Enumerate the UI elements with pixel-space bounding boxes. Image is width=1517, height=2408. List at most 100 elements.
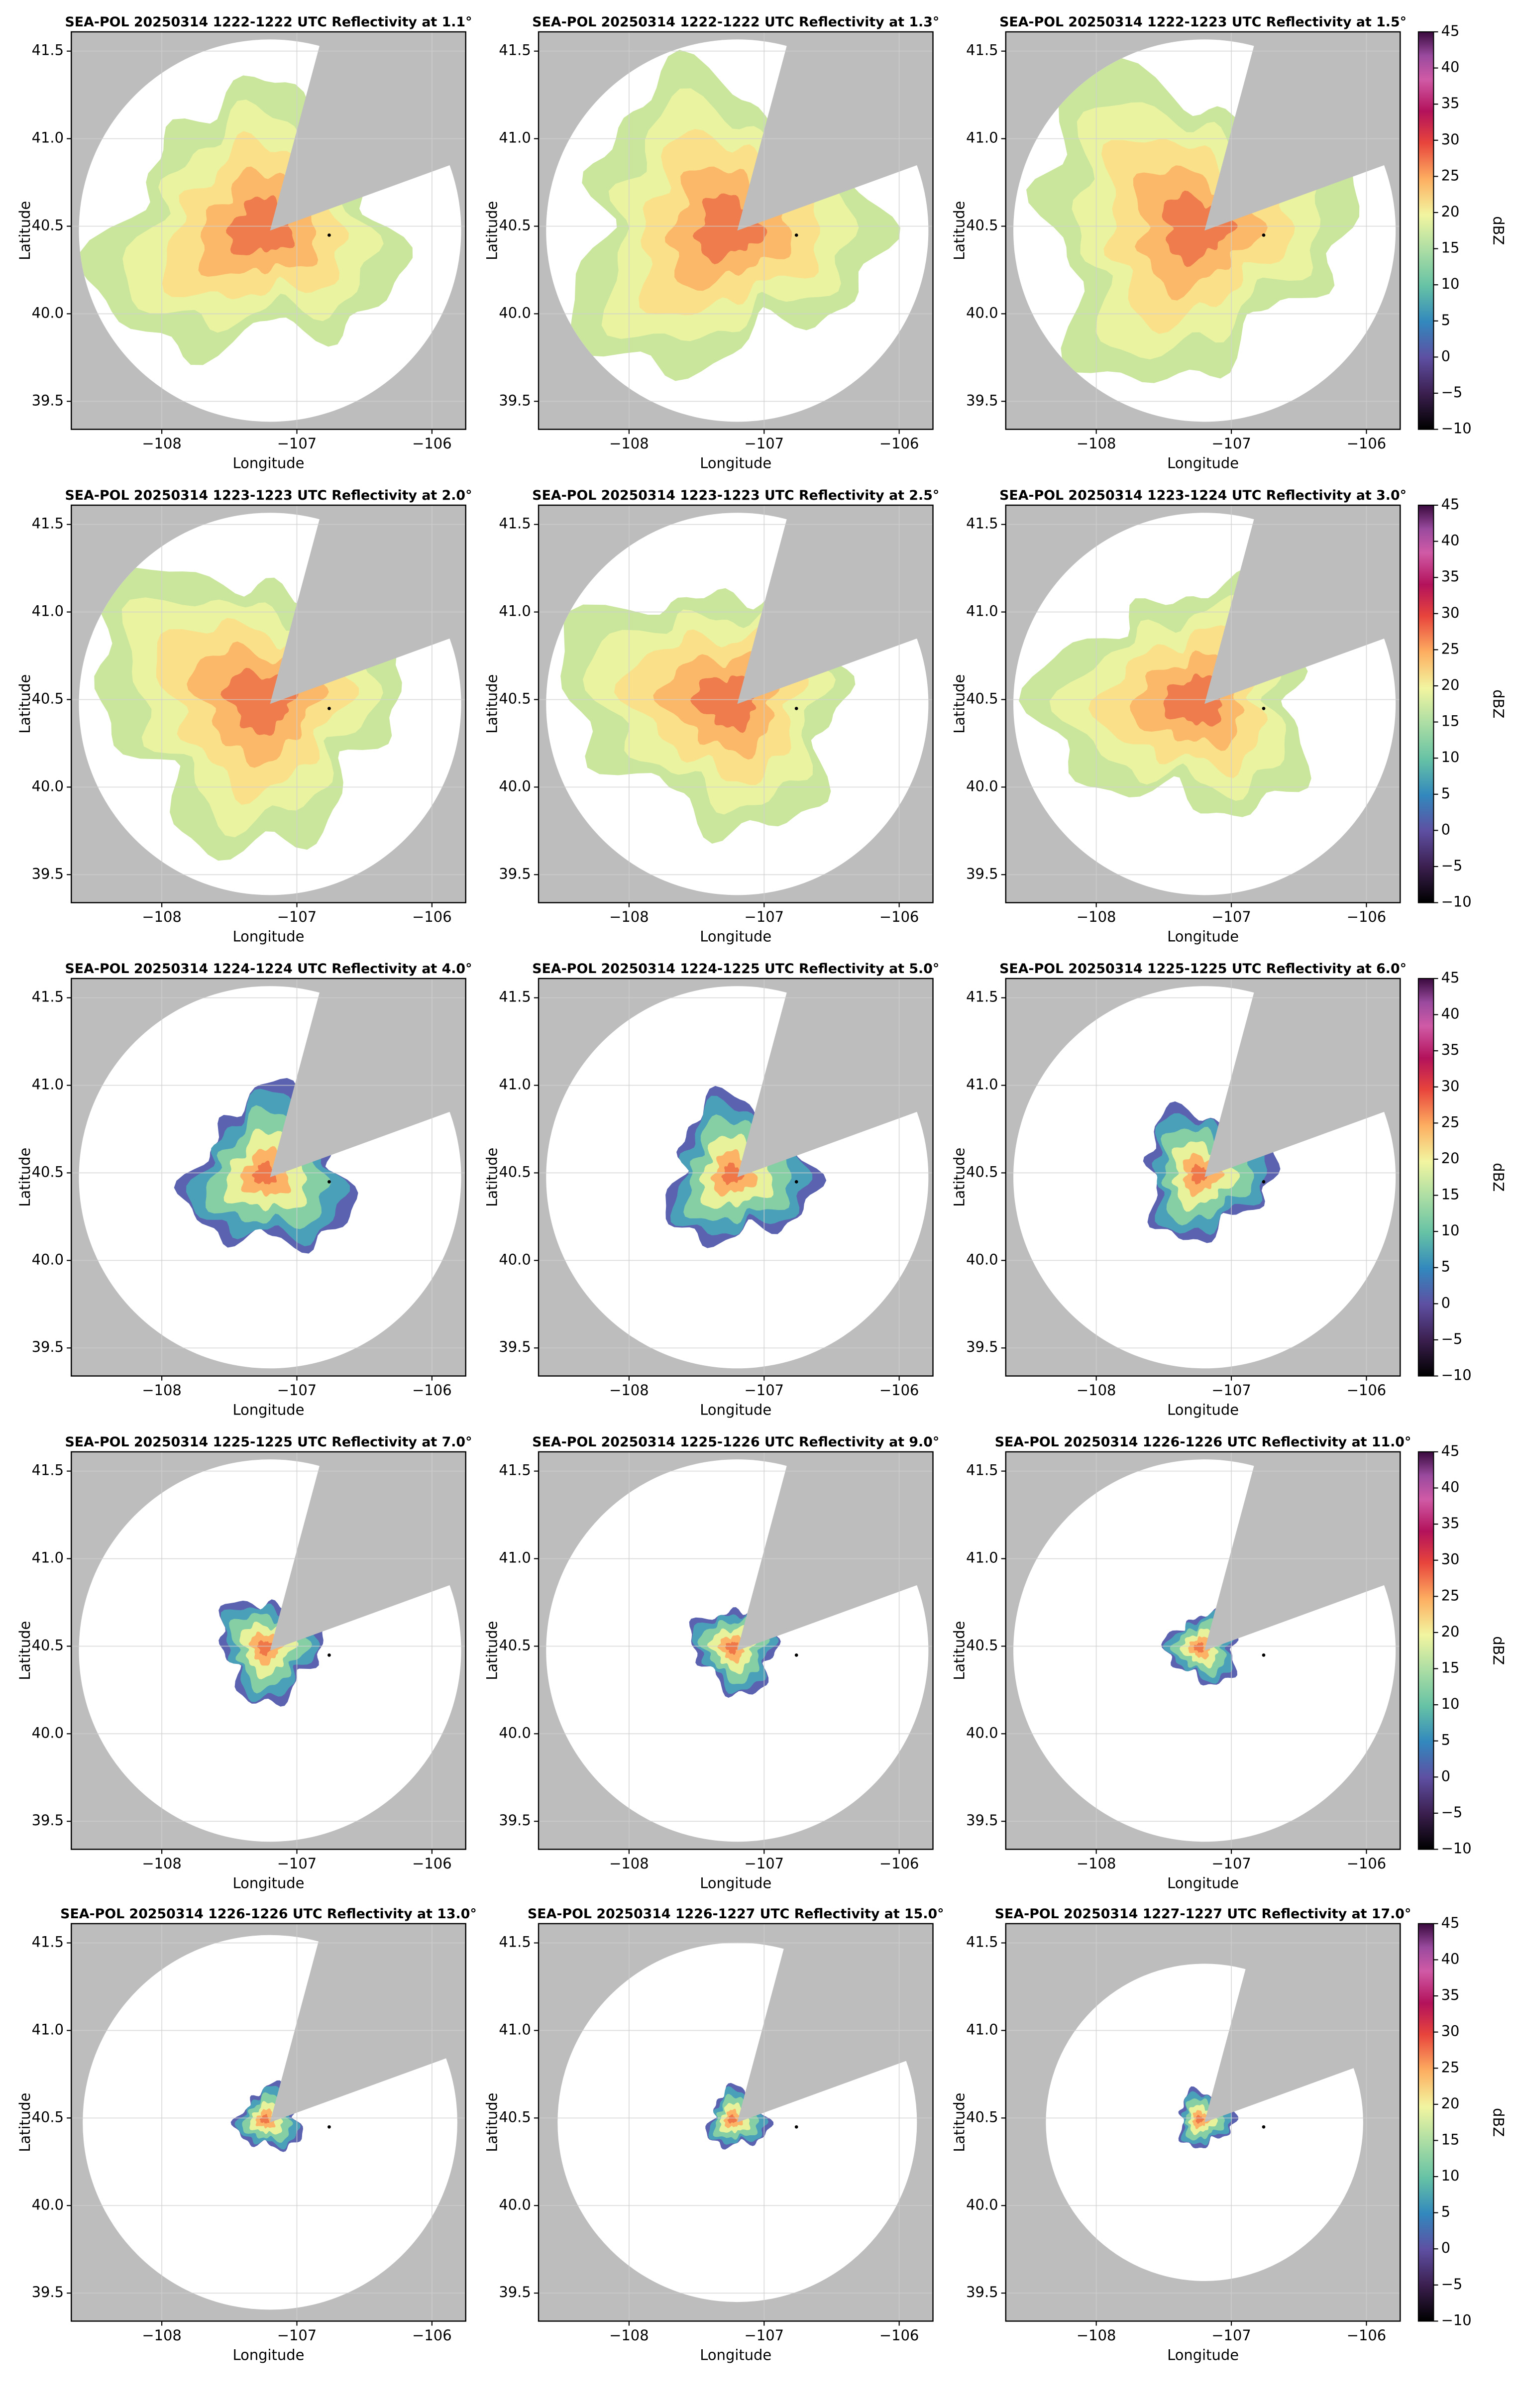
x-axis-label: Longitude (1167, 2347, 1239, 2364)
colorbar-tick-label: 40 (1441, 1950, 1460, 1967)
colorbar-tick-label: 20 (1441, 2095, 1460, 2112)
y-tick-label: 39.5 (499, 865, 531, 882)
colorbar-tick-label: 15 (1441, 1659, 1460, 1676)
y-tick-label: 39.5 (32, 1338, 64, 1355)
chart-title: SEA-POL 20250314 1225-1225 UTC Reflectiv… (65, 1434, 472, 1450)
colorbar-tick-label: 35 (1441, 1515, 1460, 1532)
y-tick-label: 39.5 (966, 1812, 998, 1829)
colorbar-tick-label: 20 (1441, 676, 1460, 693)
y-tick-label: 40.5 (966, 217, 998, 234)
plot-area (1005, 32, 1401, 430)
colorbar-tick-label: 40 (1441, 1479, 1460, 1496)
colorbar-tick-label: −10 (1441, 893, 1472, 910)
y-tick-label: 40.0 (966, 1724, 998, 1741)
x-tick-label: −107 (1211, 1382, 1251, 1399)
y-tick-label: 41.5 (966, 515, 998, 532)
y-tick-label: 40.0 (499, 777, 531, 794)
x-axis-label: Longitude (233, 1402, 305, 1419)
echo (1195, 2114, 1204, 2124)
y-axis-label: Latitude (16, 1148, 33, 1207)
x-tick-label: −107 (277, 435, 317, 452)
x-axis-label: Longitude (233, 928, 305, 945)
x-axis-label: Longitude (700, 1402, 771, 1419)
x-tick-label: −108 (142, 908, 181, 925)
plot-area (71, 505, 466, 903)
axes-frame (1005, 978, 1401, 1377)
colorbar-tick-label: 20 (1441, 1150, 1460, 1167)
colorbar-tick-label: 10 (1441, 1695, 1460, 1712)
y-axis-label: Latitude (484, 1148, 501, 1207)
blocked-sector (737, 505, 933, 704)
blocked-sector (270, 32, 466, 231)
y-tick-label: 41.0 (499, 1549, 531, 1566)
blocked-sector (270, 505, 466, 704)
x-axis-label: Longitude (1167, 1875, 1239, 1892)
x-axis-label: Longitude (1167, 928, 1239, 945)
blocked-sector (1204, 505, 1401, 704)
y-tick-label: 41.5 (499, 42, 531, 59)
colorbar-tick-label: 45 (1441, 1914, 1460, 1931)
x-tick-label: −106 (412, 1855, 451, 1872)
colorbar-tick-label: 25 (1441, 167, 1460, 184)
y-tick-label: 40.5 (499, 217, 531, 234)
axes-frame (71, 1923, 466, 2322)
x-tick-label: −107 (1211, 2327, 1251, 2344)
x-tick-label: −108 (609, 1855, 649, 1872)
x-tick-label: −107 (277, 2327, 317, 2344)
panel: −108 −107 −106 39.5 40.0 40.5 41.0 41.5SEA-POL … (951, 961, 1507, 1418)
colorbar-tick-label: 40 (1441, 532, 1460, 549)
x-tick-label: −107 (1211, 1855, 1251, 1872)
x-tick-label: −107 (745, 435, 784, 452)
y-tick-label: 39.5 (966, 392, 998, 409)
plot-area (1005, 1923, 1401, 2321)
colorbar-tick-label: 30 (1441, 2023, 1460, 2040)
y-tick-label: 40.0 (499, 304, 531, 321)
blocked-sector (270, 1451, 466, 1651)
x-tick-label: −106 (879, 2327, 919, 2344)
blocked-sector (737, 1923, 933, 2123)
axes-frame (71, 31, 466, 430)
y-tick-label: 41.5 (32, 988, 64, 1005)
x-tick-label: −106 (879, 1855, 919, 1872)
site-marker (1262, 707, 1266, 710)
colorbar-tick-label: 0 (1441, 1767, 1450, 1784)
y-axis-label: Latitude (484, 2093, 501, 2152)
x-tick-label: −106 (412, 2327, 451, 2344)
chart-title: SEA-POL 20250314 1223-1223 UTC Reflectiv… (532, 488, 939, 503)
y-axis-label: Latitude (951, 201, 968, 260)
x-tick-label: −106 (879, 1382, 919, 1399)
panel: −108 −107 −106 39.5 40.0 40.5 41.0 41.5SEA-POL … (484, 961, 940, 1419)
x-tick-label: −108 (142, 435, 181, 452)
colorbar-tick-label: 0 (1441, 821, 1450, 838)
y-tick-label: 41.0 (966, 1076, 998, 1093)
y-axis-label: Latitude (16, 201, 33, 260)
axes-frame (538, 978, 934, 1377)
site-marker (1262, 1180, 1266, 1184)
colorbar-tick-label: 30 (1441, 604, 1460, 621)
x-tick-label: −107 (277, 908, 317, 925)
plot-area (1005, 1451, 1401, 1850)
colorbar (1417, 1923, 1434, 2322)
colorbar-tick-label: −5 (1441, 2276, 1463, 2293)
y-axis-label: Latitude (484, 201, 501, 260)
colorbar-tick-label: −10 (1441, 1840, 1472, 1857)
y-axis-label: Latitude (951, 1621, 968, 1680)
x-tick-label: −108 (142, 1855, 181, 1872)
y-tick-label: 41.5 (966, 1462, 998, 1479)
colorbar-tick-label: 25 (1441, 1587, 1460, 1604)
echo (1191, 1164, 1211, 1185)
y-tick-label: 41.5 (32, 1934, 64, 1951)
y-tick-label: 40.0 (499, 1724, 531, 1741)
site-marker (1262, 233, 1266, 237)
blocked-sector (1204, 978, 1401, 1178)
y-axis-label: Latitude (16, 2093, 33, 2152)
y-tick-label: 39.5 (499, 1812, 531, 1829)
axes-frame (71, 1451, 466, 1850)
plot-area (539, 32, 933, 430)
colorbar-tick-label: 0 (1441, 1294, 1450, 1311)
blocked-sector (270, 1923, 466, 2123)
y-tick-label: 39.5 (32, 2284, 64, 2300)
y-tick-label: 40.0 (32, 777, 64, 794)
blocked-sector (737, 32, 933, 231)
